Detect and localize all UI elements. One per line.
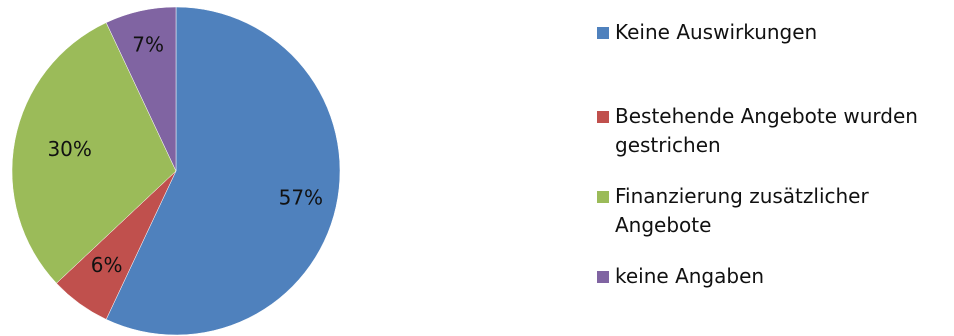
legend-item-keine-auswirkungen: Keine Auswirkungen [597, 18, 945, 47]
legend-swatch-keine-angaben [597, 271, 609, 283]
data-label-finanzierung: 30% [47, 137, 91, 161]
legend-label-finanzierung: Finanzierung zusätzlicher Angebote [615, 184, 869, 237]
legend-label-keine-angaben: keine Angaben [615, 264, 765, 288]
pie-slice-finanzierung [11, 22, 177, 284]
legend-item-bestehende-angebote: Bestehende Angebote wurden gestrichen [597, 102, 945, 160]
legend-swatch-bestehende-angebote [597, 111, 609, 123]
legend-item-keine-angaben: keine Angaben [597, 262, 945, 291]
pie-slice-keine-auswirkungen [105, 6, 341, 336]
legend-label-bestehende-angebote: Bestehende Angebote wurden gestrichen [615, 104, 918, 157]
data-label-keine-angaben: 7% [132, 33, 164, 57]
data-label-bestehende-angebote: 6% [91, 253, 123, 277]
legend-swatch-finanzierung [597, 191, 609, 203]
data-label-keine-auswirkungen: 57% [279, 185, 323, 209]
pie-plot-area: 57% 6% 30% 7% [11, 6, 341, 336]
pie-slice-keine-angaben [105, 6, 177, 172]
legend-label-keine-auswirkungen: Keine Auswirkungen [615, 20, 818, 44]
legend-item-finanzierung: Finanzierung zusätzlicher Angebote [597, 182, 945, 240]
legend-swatch-keine-auswirkungen [597, 27, 609, 39]
